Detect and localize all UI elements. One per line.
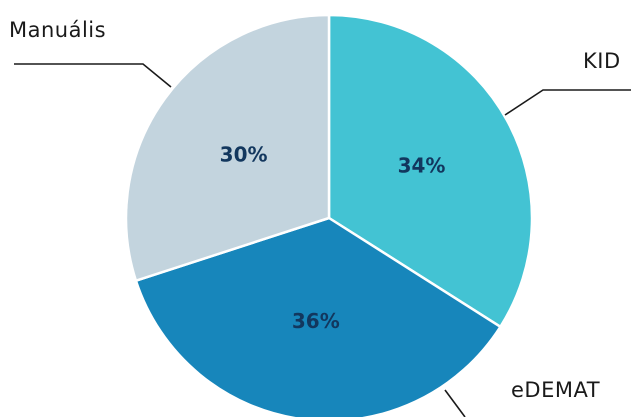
leader-line-manualis xyxy=(14,63,172,88)
pie-slice-manuális xyxy=(124,13,331,283)
leader-line-kid xyxy=(504,89,631,116)
category-label-edemat: eDEMAT xyxy=(511,378,600,402)
percentage-label-kid: 34% xyxy=(398,154,446,178)
pie-slice-edemat xyxy=(134,216,503,417)
category-label-manualis: Manuális xyxy=(9,18,106,42)
percentage-label-edemat: 36% xyxy=(292,309,340,333)
percentage-label-manuális: 30% xyxy=(220,143,268,167)
pie-slices xyxy=(124,13,534,417)
leader-lines xyxy=(14,63,631,417)
category-label-kid: KID xyxy=(583,49,621,73)
percentage-labels: 34% 36% 30% xyxy=(220,143,446,334)
leader-line-edemat xyxy=(444,389,466,417)
category-labels: KID eDEMAT Manuális xyxy=(9,18,621,402)
